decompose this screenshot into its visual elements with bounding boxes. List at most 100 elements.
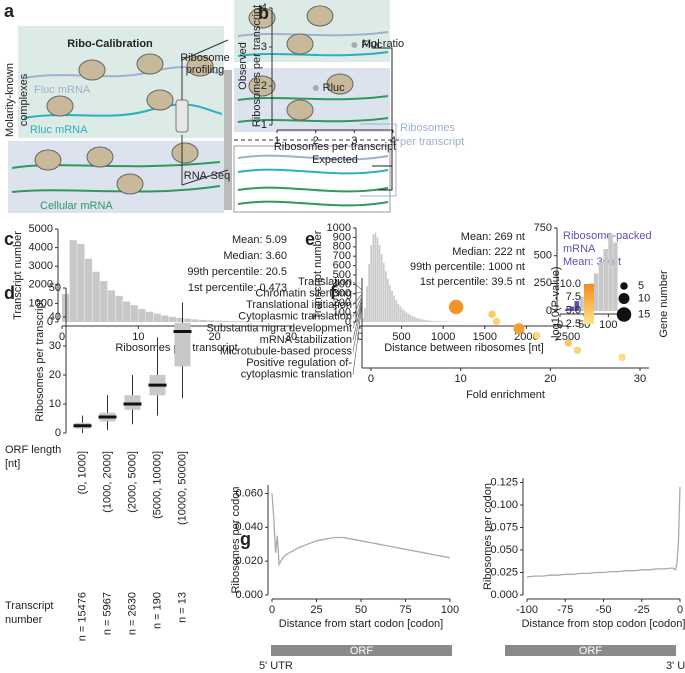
profile-line	[526, 486, 681, 578]
colorbar-title: -log10(P-value)	[550, 266, 562, 341]
y-axis-title: Ribosomes per codon	[230, 486, 242, 593]
y-tick-label: 4	[261, 2, 267, 14]
y-tick-label: 10	[49, 398, 61, 410]
y-tick-label: 40	[49, 311, 61, 323]
bar	[412, 316, 414, 322]
bar	[130, 305, 138, 322]
x-tick-label: 0	[357, 331, 363, 343]
size-legend	[618, 293, 630, 304]
bar	[107, 290, 116, 322]
category-connector	[352, 299, 363, 341]
bar	[374, 232, 377, 322]
x-tick-label: 10	[132, 331, 144, 343]
x-tick-label: 30	[285, 331, 297, 343]
category-connector	[352, 291, 363, 294]
bar	[380, 254, 383, 322]
y-tick-label: 700	[333, 250, 351, 262]
y-tick-label: 100	[333, 307, 351, 319]
y-tick-label: 200	[333, 297, 351, 309]
bar	[420, 319, 422, 322]
ribosome	[326, 73, 354, 95]
utr-label: 3' UTR	[666, 660, 685, 672]
y-tick-label: 1	[261, 119, 267, 131]
per-transcript-arrows	[360, 123, 397, 197]
colorbar-tick-label: 7.5	[566, 291, 581, 303]
y-tick-label: 900	[333, 231, 351, 243]
x-tick-label: 0	[368, 373, 374, 385]
category-connector	[352, 293, 363, 306]
funnel	[224, 70, 232, 210]
count-label: n = 5967	[101, 592, 113, 635]
bubble	[488, 310, 496, 318]
y-tick-label: 2	[261, 80, 267, 92]
panel-label: b	[258, 3, 269, 23]
y-tick-label: 4000	[29, 242, 53, 254]
category-label: mRNA stabilization	[260, 334, 352, 346]
ribosome	[34, 149, 62, 171]
ribosome	[171, 142, 199, 164]
y-tick-label: 0.100	[490, 499, 518, 511]
point-label: Fluc	[361, 39, 382, 51]
bar	[191, 319, 199, 322]
per-transcript-label: Ribosomes	[400, 122, 456, 134]
profiling-label: profiling	[186, 64, 225, 76]
x-tick-label: -75	[557, 604, 573, 616]
x-tick-label: (1000, 2000]	[101, 451, 113, 513]
y-tick-label: 1000	[327, 222, 351, 234]
bar	[366, 286, 368, 322]
bar	[370, 244, 373, 322]
bar	[593, 273, 599, 311]
profiling-label: Ribosome	[180, 52, 230, 64]
x-tick-label: 0	[557, 319, 563, 331]
y-tick-label: 400	[333, 278, 351, 290]
annotation: mRNA	[563, 243, 596, 255]
count-label: n = 2630	[126, 592, 138, 635]
bar	[564, 309, 570, 311]
bar	[372, 234, 375, 322]
bar	[123, 301, 131, 322]
y-tick-label: 0.075	[490, 521, 518, 533]
ribosomes	[34, 53, 214, 195]
x-tick-label: 2	[313, 135, 319, 147]
panel-label: c	[4, 229, 14, 249]
box	[174, 322, 191, 367]
bar	[92, 271, 100, 322]
size-legend-label: 15	[638, 308, 650, 320]
calibration-box	[18, 26, 224, 138]
annotation: Ribosome-packed	[563, 230, 652, 242]
x-axis-title: Expected	[312, 154, 358, 166]
bar	[430, 320, 433, 322]
bar	[422, 319, 425, 322]
panel-a-diagram: Ribo-Calibration Molarity-known complexe…	[4, 0, 464, 213]
y-tick-label: 5000	[29, 223, 53, 235]
x-tick-label: 50	[355, 604, 367, 616]
y-tick-label: 250	[534, 277, 552, 289]
x-tick-label: 100	[599, 319, 617, 331]
y-tick-label: 800	[333, 241, 351, 253]
bar	[376, 237, 379, 322]
y-axis-subtitle: Ribosomes per transcript	[251, 5, 263, 127]
y-tick-label: 3000	[29, 260, 53, 272]
x-tick-label: -25	[634, 604, 650, 616]
x-tick-label: 10	[455, 373, 467, 385]
y-tick-label: 50	[49, 282, 61, 294]
cellular-line	[237, 200, 389, 207]
y-tick-label: 0	[47, 316, 53, 328]
fluc-line	[237, 154, 389, 161]
bar	[409, 315, 412, 322]
colorbar-tick-label: 10.0	[560, 278, 581, 290]
bar	[574, 301, 579, 311]
bar	[378, 244, 381, 322]
ribosome	[306, 5, 334, 27]
y-axis-title: Transcript number	[12, 231, 24, 320]
cellular-line	[11, 185, 221, 193]
bubble	[533, 332, 541, 340]
ribosomes	[248, 5, 354, 121]
bar	[391, 290, 393, 322]
x-tick-label: 1	[274, 135, 280, 147]
category-label: Microtubule-based process	[220, 346, 353, 358]
bar	[245, 321, 253, 322]
rnaseq-label: RNA-Seq	[184, 170, 230, 182]
cellular-line	[237, 95, 389, 101]
